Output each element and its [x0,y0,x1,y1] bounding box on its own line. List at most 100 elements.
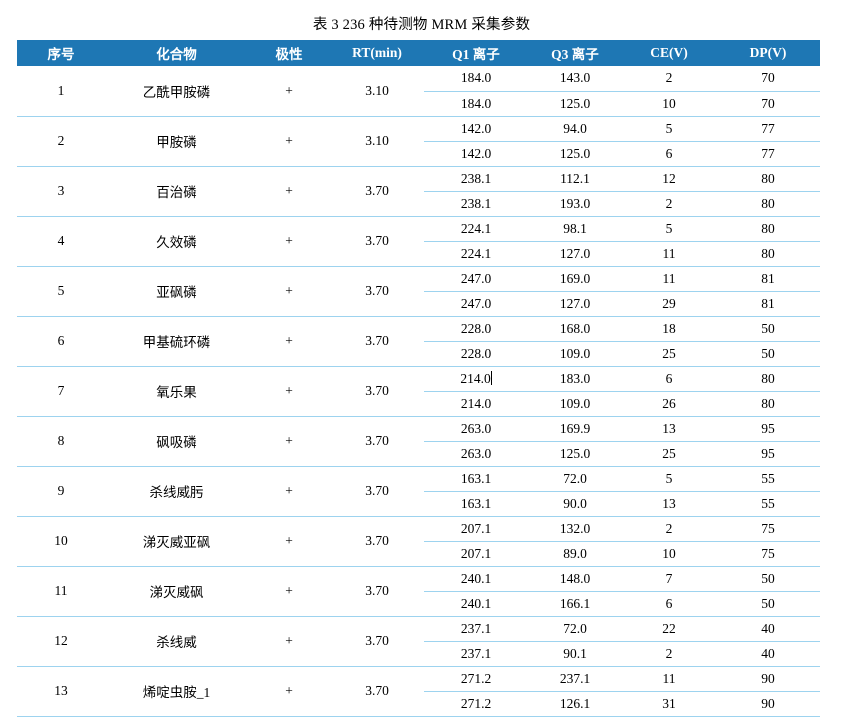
cell-ce: 2 [622,641,716,667]
cell-ce: 6 [622,591,716,617]
cell-compound: 杀线威 [105,616,248,667]
cell-ce: 18 [622,316,716,342]
cell-q1: 237.1 [424,616,528,642]
cell-q1: 247.0 [424,266,528,292]
table-row: 1 乙酰甲胺磷 +3.10 184.0 143.0 2 70 [17,66,820,117]
cell-no: 3 [17,166,105,217]
cell-rt: 3.70 [330,516,424,567]
table-row: 2 甲胺磷 +3.10 142.0 94.0 5 77 [17,116,820,167]
cell-no: 13 [17,666,105,717]
cell-no: 2 [17,116,105,167]
text-cursor [490,370,492,385]
table-row: 3 百治磷 +3.70 238.1 112.1 12 80 [17,166,820,217]
cell-polarity: + [248,116,330,167]
cell-ce: 25 [622,441,716,467]
cell-ce: 6 [622,366,716,392]
cell-q1: 263.0 [424,441,528,467]
cell-no: 8 [17,416,105,467]
cell-q1: 163.1 [424,466,528,492]
cell-ce: 11 [622,241,716,267]
cell-polarity: + [248,566,330,617]
cell-q1: 238.1 [424,191,528,217]
cell-rt: 3.70 [330,316,424,367]
cell-ce: 7 [622,566,716,592]
cell-compound: 久效磷 [105,216,248,267]
cell-q3: 183.0 [528,366,622,392]
table-row: 5 亚砜磷 +3.70 247.0 169.0 11 81 [17,266,820,317]
cell-polarity: + [248,216,330,267]
cell-compound: 砜吸磷 [105,416,248,467]
cell-polarity: + [248,466,330,517]
cell-no: 5 [17,266,105,317]
cell-q1: 163.1 [424,491,528,517]
table-row: 228.0 109.0 25 50 [17,341,820,367]
cell-no: 1 [17,66,105,117]
cell-no: 7 [17,366,105,417]
cell-polarity: + [248,416,330,467]
cell-compound: 涕灭威亚砜 [105,516,248,567]
cell-dp: 55 [716,466,820,492]
cell-q1: 238.1 [424,166,528,192]
table-header-row: 序号 化合物 极性 RT(min) Q1 离子 Q3 离子 CE(V) DP(V… [17,40,820,66]
cell-dp: 40 [716,616,820,642]
cell-dp: 70 [716,66,820,92]
cell-ce: 6 [622,141,716,167]
cell-ce: 2 [622,66,716,92]
cell-q3: 237.1 [528,666,622,692]
cell-q1: 214.0 [424,366,528,392]
cell-dp: 75 [716,516,820,542]
table-row: 263.0 125.0 25 95 [17,441,820,467]
cell-q1: 207.1 [424,541,528,567]
cell-rt: 3.70 [330,616,424,667]
cell-q3: 127.0 [528,241,622,267]
cell-q3: 169.9 [528,416,622,442]
column-header-polarity: 极性 [248,40,330,66]
cell-polarity: + [248,616,330,667]
table-row: 8 砜吸磷 +3.70 263.0 169.9 13 95 [17,416,820,467]
cell-q1: 228.0 [424,316,528,342]
table-row: 10 涕灭威亚砜 +3.70 207.1 132.0 2 75 [17,516,820,567]
cell-ce: 5 [622,116,716,142]
cell-dp: 50 [716,566,820,592]
cell-dp: 81 [716,291,820,317]
cell-q3: 126.1 [528,691,622,717]
cell-no: 11 [17,566,105,617]
cell-q3: 148.0 [528,566,622,592]
cell-dp: 75 [716,541,820,567]
table-row: 224.1 127.0 11 80 [17,241,820,267]
cell-q3: 72.0 [528,466,622,492]
mrm-parameters-table: 序号 化合物 极性 RT(min) Q1 离子 Q3 离子 CE(V) DP(V… [17,40,820,717]
cell-dp: 81 [716,266,820,292]
cell-q1: 142.0 [424,141,528,167]
cell-rt: 3.70 [330,366,424,417]
cell-polarity: + [248,316,330,367]
cell-q1: 224.1 [424,241,528,267]
cell-compound: 氧乐果 [105,366,248,417]
cell-q3: 109.0 [528,341,622,367]
table-row: 13 烯啶虫胺_1 +3.70 271.2 237.1 11 90 [17,666,820,717]
cell-dp: 40 [716,641,820,667]
cell-compound: 百治磷 [105,166,248,217]
cell-q3: 98.1 [528,216,622,242]
cell-polarity: + [248,666,330,717]
cell-q1: 237.1 [424,641,528,667]
table-row: 240.1 166.1 6 50 [17,591,820,617]
cell-rt: 3.70 [330,666,424,717]
cell-no: 4 [17,216,105,267]
cell-q3: 169.0 [528,266,622,292]
cell-q3: 94.0 [528,116,622,142]
table-row: 271.2 126.1 31 90 [17,691,820,717]
cell-dp: 80 [716,391,820,417]
cell-polarity: + [248,516,330,567]
cell-rt: 3.70 [330,416,424,467]
cell-dp: 50 [716,591,820,617]
table-row: 238.1 193.0 2 80 [17,191,820,217]
cell-ce: 5 [622,216,716,242]
cell-q3: 72.0 [528,616,622,642]
cell-q1: 207.1 [424,516,528,542]
cell-compound: 乙酰甲胺磷 [105,66,248,117]
cell-q3: 90.1 [528,641,622,667]
column-header-q3: Q3 离子 [528,40,622,66]
cell-compound: 烯啶虫胺_1 [105,666,248,717]
table-row: 237.1 90.1 2 40 [17,641,820,667]
